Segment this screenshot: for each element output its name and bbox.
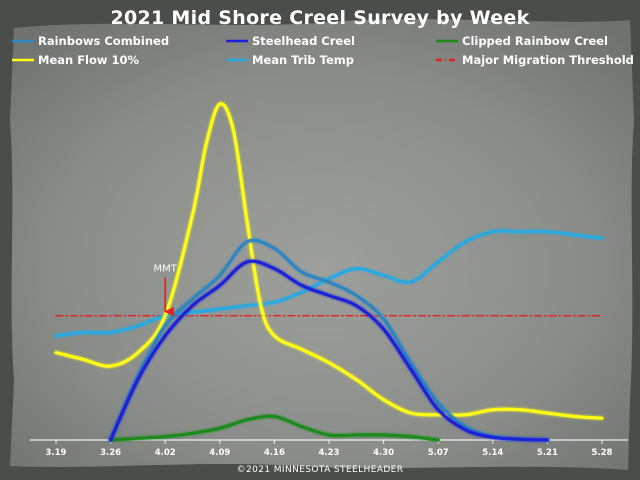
series-line-rainbows-combined <box>109 238 549 442</box>
legend-item-mean-flow-10: Mean Flow 10% <box>12 53 140 67</box>
legend-item-major-migration-threshold: Major Migration Threshold <box>436 53 634 67</box>
x-tick-label: 4.30 <box>373 448 394 458</box>
x-tick-label: 5.21 <box>537 448 558 458</box>
legend-item-clipped-rainbow-creel: Clipped Rainbow Creel <box>436 34 608 48</box>
x-tick-label: 5.14 <box>482 448 503 458</box>
mmt-annotation-label: MMT <box>154 264 178 275</box>
x-tick-label: 5.07 <box>428 448 449 458</box>
x-tick-label: 3.19 <box>46 448 67 458</box>
series-line-steelhead-creel <box>109 259 549 442</box>
series-line-clipped-rainbow-creel <box>109 414 440 442</box>
legend-item-rainbows-combined: Rainbows Combined <box>12 34 169 48</box>
paper-background <box>10 19 634 471</box>
x-tick-label: 3.26 <box>100 448 121 458</box>
series-line-mean-trib-temp <box>54 229 604 338</box>
chart-title: 2021 Mid Shore Creel Survey by Week <box>110 7 529 29</box>
legend-label: Steelhead Creel <box>252 34 355 48</box>
x-tick-label: 4.16 <box>264 448 285 458</box>
copyright-credit: ©2021 MINNESOTA STEELHEADER <box>237 465 404 475</box>
x-tick-label: 4.09 <box>209 448 230 458</box>
legend-item-mean-trib-temp: Mean Trib Temp <box>226 53 354 67</box>
legend-label: Rainbows Combined <box>38 34 169 48</box>
x-tick-label: 4.02 <box>155 448 176 458</box>
legend-label: Clipped Rainbow Creel <box>462 34 608 48</box>
legend-label: Mean Trib Temp <box>252 53 354 67</box>
x-tick-label: 4.23 <box>319 448 340 458</box>
legend-item-steelhead-creel: Steelhead Creel <box>226 34 355 48</box>
legend-label: Mean Flow 10% <box>38 53 140 67</box>
legend-label: Major Migration Threshold <box>462 53 634 67</box>
x-tick-label: 5.28 <box>592 448 613 458</box>
